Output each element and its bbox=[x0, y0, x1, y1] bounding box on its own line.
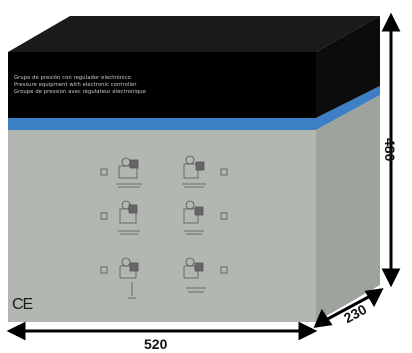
box-text-line-en: Pressure equipment with electronic contr… bbox=[14, 82, 137, 88]
option-checkbox bbox=[100, 212, 108, 220]
box-front-band bbox=[8, 52, 316, 118]
option-checkbox bbox=[100, 266, 108, 274]
box-top-face bbox=[8, 16, 380, 52]
option-checkbox bbox=[220, 168, 228, 176]
ce-mark: CE bbox=[12, 296, 33, 313]
box-side-upper bbox=[316, 16, 380, 118]
option-checkbox bbox=[220, 266, 228, 274]
depth-arrow bbox=[321, 292, 375, 324]
height-label: 480 bbox=[382, 138, 398, 162]
box-side-panel bbox=[316, 95, 380, 322]
pump-unit-icon bbox=[119, 257, 139, 299]
pump-unit-icon bbox=[183, 257, 206, 293]
pump-unit-icon bbox=[182, 155, 206, 188]
box-text-line-fr: Groupe de pression avec régulateur élect… bbox=[14, 89, 146, 95]
box-front-stripe bbox=[8, 118, 316, 130]
product-option-grid bbox=[100, 155, 228, 299]
box-side-stripe bbox=[316, 86, 380, 130]
pump-unit-icon bbox=[183, 200, 204, 235]
box-front-panel bbox=[8, 130, 316, 322]
option-checkbox bbox=[100, 168, 108, 176]
box-text-line-es: Grupo de presión con regulador electróni… bbox=[14, 75, 131, 81]
pump-unit-icon bbox=[116, 157, 142, 188]
option-checkbox bbox=[220, 212, 228, 220]
dimension-arrows bbox=[6, 12, 401, 341]
pump-unit-icon bbox=[118, 200, 140, 235]
width-label: 520 bbox=[144, 336, 168, 352]
